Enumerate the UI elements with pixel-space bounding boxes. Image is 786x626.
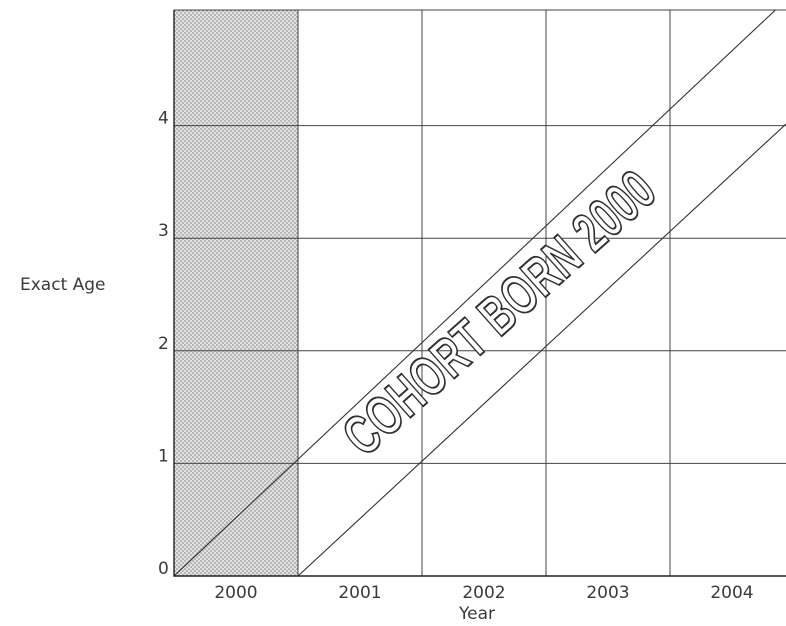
x-tick-label: 2000 <box>214 583 257 603</box>
x-tick-label: 2001 <box>338 583 381 603</box>
x-tick-label: 2002 <box>462 583 505 603</box>
x-tick-label: 2003 <box>586 583 629 603</box>
y-tick-label: 4 <box>158 109 169 129</box>
x-axis-tick-labels: 2000 2001 2002 2003 2004 <box>214 583 753 603</box>
y-axis-title: Exact Age <box>20 275 106 295</box>
y-tick-label: 3 <box>158 221 169 241</box>
cohort-upper-bound-line <box>297 123 786 576</box>
plot-frame <box>173 10 786 577</box>
x-axis-title: Year <box>458 604 495 624</box>
y-tick-label: 0 <box>158 559 169 579</box>
y-axis-tick-labels: 0 1 2 3 4 <box>158 109 169 579</box>
y-tick-label: 2 <box>158 334 169 354</box>
grid-lines <box>174 9 786 576</box>
cohort-lower-bound-line <box>174 10 777 576</box>
cohort-band <box>174 10 786 576</box>
y-tick-label: 1 <box>158 446 169 466</box>
shaded-column-2000 <box>174 10 298 576</box>
cohort-band-label: COHORT BORN 2000 <box>331 158 668 468</box>
x-tick-label: 2004 <box>710 583 753 603</box>
